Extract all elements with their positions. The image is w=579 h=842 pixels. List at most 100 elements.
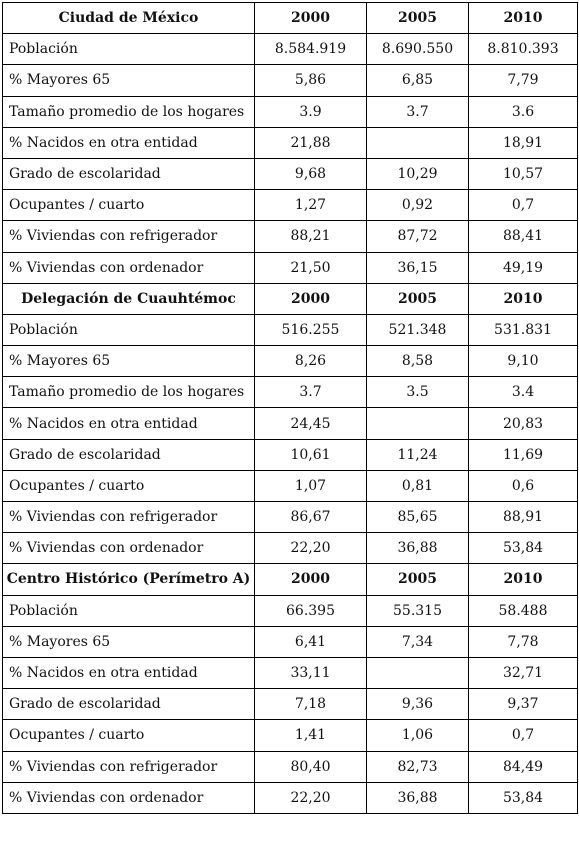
row-label: % Viviendas con refrigerador (2, 500, 255, 534)
value-cell: 6,85 (366, 64, 469, 97)
value-cell: 7,34 (366, 625, 469, 658)
section-title: Delegación de Cuauhtémoc (2, 282, 255, 315)
value-cell: 3.6 (468, 95, 578, 128)
row-label: % Viviendas con ordenador (2, 781, 255, 814)
table-row: % Mayores 65 8,26 8,58 9,10 (2, 345, 578, 378)
value-cell: 516.255 (254, 313, 367, 347)
value-cell: 3.9 (254, 95, 367, 128)
row-label: % Viviendas con refrigerador (2, 220, 255, 253)
value-cell: 21,88 (254, 126, 367, 159)
value-cell (366, 407, 469, 440)
row-label: Grado de escolaridad (2, 157, 255, 191)
value-cell: 20,83 (468, 407, 578, 440)
value-cell: 11,24 (366, 438, 469, 471)
value-cell: 36,15 (366, 251, 469, 284)
year-header: 2010 (468, 282, 578, 315)
value-cell: 58.488 (468, 594, 578, 627)
value-cell: 8.584.919 (254, 33, 367, 66)
value-cell: 53,84 (468, 781, 578, 814)
table-row: % Viviendas con ordenador 21,50 36,15 49,19 (2, 251, 578, 284)
table-row: % Nacidos en otra entidad 24,45 20,83 (2, 407, 578, 440)
value-cell: 521.348 (366, 313, 469, 347)
value-cell: 82,73 (366, 750, 469, 783)
table-row: % Nacidos en otra entidad 33,11 32,71 (2, 656, 578, 690)
table-row: % Viviendas con ordenador 22,20 36,88 53,84 (2, 532, 578, 565)
statistics-table: Ciudad de México 2000 2005 2010 Población 8.5… (2, 1, 578, 814)
value-cell: 8,58 (366, 345, 469, 378)
table-row: Ocupantes / cuarto 1,41 1,06 0,7 (2, 719, 578, 752)
value-cell: 10,57 (468, 157, 578, 191)
value-cell: 8.810.393 (468, 33, 578, 66)
row-label: Ocupantes / cuarto (2, 189, 255, 222)
value-cell: 3.5 (366, 376, 469, 409)
value-cell: 88,41 (468, 220, 578, 253)
value-cell: 8,26 (254, 345, 367, 378)
value-cell: 10,61 (254, 438, 367, 471)
row-label: Ocupantes / cuarto (2, 719, 255, 752)
table-row: % Nacidos en otra entidad 21,88 18,91 (2, 126, 578, 159)
value-cell: 18,91 (468, 126, 578, 159)
value-cell: 9,36 (366, 688, 469, 721)
table-row: % Viviendas con refrigerador 88,21 87,72 88… (2, 220, 578, 253)
row-label: % Viviendas con ordenador (2, 251, 255, 284)
table-row: Tamaño promedio de los hogares 3.7 3.5 3.4 (2, 376, 578, 409)
year-header: 2005 (366, 1, 469, 35)
value-cell: 84,49 (468, 750, 578, 783)
value-cell (366, 126, 469, 159)
value-cell: 9,68 (254, 157, 367, 191)
row-label: Población (2, 33, 255, 66)
value-cell: 1,41 (254, 719, 367, 752)
table-row: Tamaño promedio de los hogares 3.9 3.7 3.6 (2, 95, 578, 128)
section-title: Centro Histórico (Perímetro A) (2, 563, 255, 596)
row-label: % Viviendas con refrigerador (2, 750, 255, 783)
value-cell: 1,27 (254, 189, 367, 222)
value-cell: 22,20 (254, 781, 367, 814)
value-cell: 36,88 (366, 781, 469, 814)
value-cell: 24,45 (254, 407, 367, 440)
value-cell: 86,67 (254, 500, 367, 534)
value-cell: 0,81 (366, 469, 469, 503)
row-label: % Nacidos en otra entidad (2, 407, 255, 440)
table-row: % Mayores 65 5,86 6,85 7,79 (2, 64, 578, 97)
row-label: Tamaño promedio de los hogares (2, 376, 255, 409)
row-label: % Nacidos en otra entidad (2, 656, 255, 690)
value-cell: 22,20 (254, 532, 367, 565)
year-header: 2005 (366, 282, 469, 315)
table-row: Ocupantes / cuarto 1,27 0,92 0,7 (2, 189, 578, 222)
value-cell: 0,6 (468, 469, 578, 503)
value-cell: 9,37 (468, 688, 578, 721)
row-label: Población (2, 313, 255, 347)
section-header-row: Ciudad de México 2000 2005 2010 (2, 1, 578, 35)
value-cell: 1,06 (366, 719, 469, 752)
row-label: Grado de escolaridad (2, 688, 255, 721)
value-cell: 55.315 (366, 594, 469, 627)
value-cell: 8.690.550 (366, 33, 469, 66)
year-header: 2005 (366, 563, 469, 596)
value-cell: 66.395 (254, 594, 367, 627)
value-cell: 32,71 (468, 656, 578, 690)
table-row: % Viviendas con refrigerador 80,40 82,73 84… (2, 750, 578, 783)
value-cell: 85,65 (366, 500, 469, 534)
row-label: % Nacidos en otra entidad (2, 126, 255, 159)
table-row: % Viviendas con refrigerador 86,67 85,65 88… (2, 500, 578, 534)
table-row: % Viviendas con ordenador 22,20 36,88 53,84 (2, 781, 578, 814)
value-cell: 3.4 (468, 376, 578, 409)
value-cell: 3.7 (254, 376, 367, 409)
row-label: % Mayores 65 (2, 64, 255, 97)
table-body: Ciudad de México 2000 2005 2010 Población 8.5… (2, 1, 578, 814)
year-header: 2000 (254, 563, 367, 596)
year-header: 2010 (468, 563, 578, 596)
value-cell: 6,41 (254, 625, 367, 658)
section-header-row: Delegación de Cuauhtémoc 2000 2005 2010 (2, 282, 578, 315)
value-cell: 87,72 (366, 220, 469, 253)
value-cell: 7,18 (254, 688, 367, 721)
value-cell: 1,07 (254, 469, 367, 503)
table-row: Ocupantes / cuarto 1,07 0,81 0,6 (2, 469, 578, 503)
value-cell: 36,88 (366, 532, 469, 565)
value-cell: 21,50 (254, 251, 367, 284)
value-cell: 0,92 (366, 189, 469, 222)
value-cell (366, 656, 469, 690)
table-row: Grado de escolaridad 7,18 9,36 9,37 (2, 688, 578, 721)
value-cell: 88,21 (254, 220, 367, 253)
value-cell: 7,78 (468, 625, 578, 658)
